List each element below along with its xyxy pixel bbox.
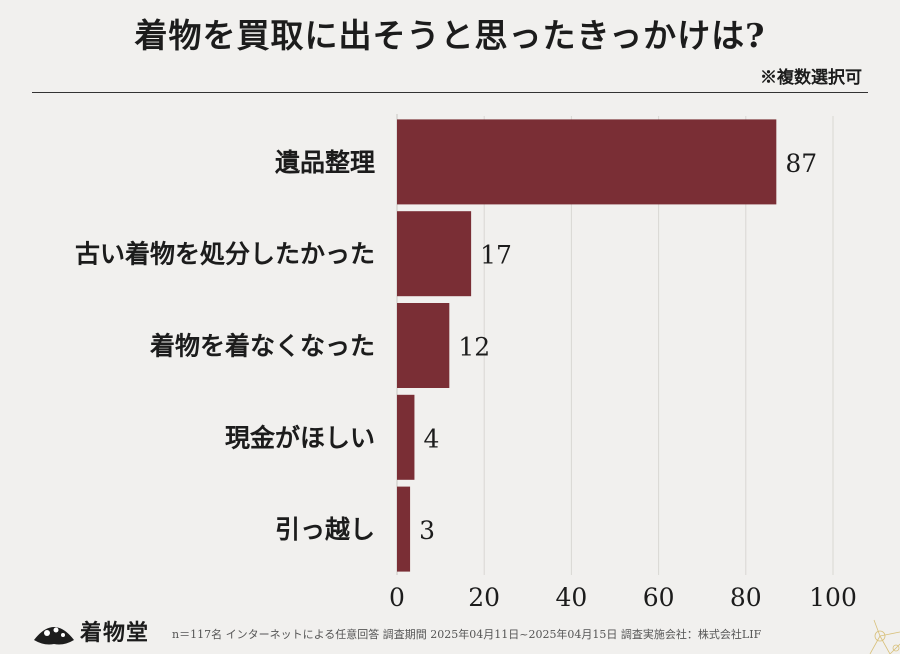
x-tick-label-40: 40: [555, 583, 587, 612]
gold-pattern-icon: [869, 619, 900, 654]
x-tick-label-60: 60: [643, 583, 675, 612]
value-label-0: 87: [785, 149, 817, 178]
category-label-2: 着物を着なくなった: [149, 332, 375, 361]
value-label-2: 12: [458, 333, 490, 362]
category-label-0: 遺品整理: [275, 148, 375, 177]
multiple-choice-note: ※複数選択可: [760, 68, 862, 88]
bar-1: [397, 211, 472, 297]
category-label-4: 引っ越し: [275, 515, 375, 544]
value-label-4: 3: [419, 516, 435, 545]
title-divider: [32, 92, 868, 93]
x-tick-label-80: 80: [730, 583, 762, 612]
bar-4: [397, 486, 411, 572]
value-label-3: 4: [423, 424, 439, 453]
footer: 着物堂 n＝117名 インターネットによる任意回答 調査期間 2025年04月1…: [0, 614, 900, 654]
bar-3: [397, 394, 415, 480]
x-tick-label-100: 100: [809, 583, 857, 612]
bar-chart: 遺品整理 87 古い着物を処分したかった 17 着物を着なくなった 12 現金がほしい 4 引っ…: [75, 114, 857, 612]
x-tick-label-20: 20: [468, 583, 500, 612]
category-label-3: 現金がほしい: [225, 423, 375, 452]
value-label-1: 17: [480, 241, 512, 270]
x-tick-label-0: 0: [389, 583, 405, 612]
chart-title: 着物を買取に出そうと思ったきっかけは?: [134, 16, 766, 55]
survey-note: n＝117名 インターネットによる任意回答 調査期間 2025年04月11日~2…: [172, 628, 762, 641]
category-label-1: 古い着物を処分したかった: [75, 240, 375, 269]
bar-2: [397, 303, 450, 388]
brand-name: 着物堂: [80, 620, 150, 646]
bar-0: [397, 119, 777, 205]
fan-logo-icon: [34, 627, 74, 645]
